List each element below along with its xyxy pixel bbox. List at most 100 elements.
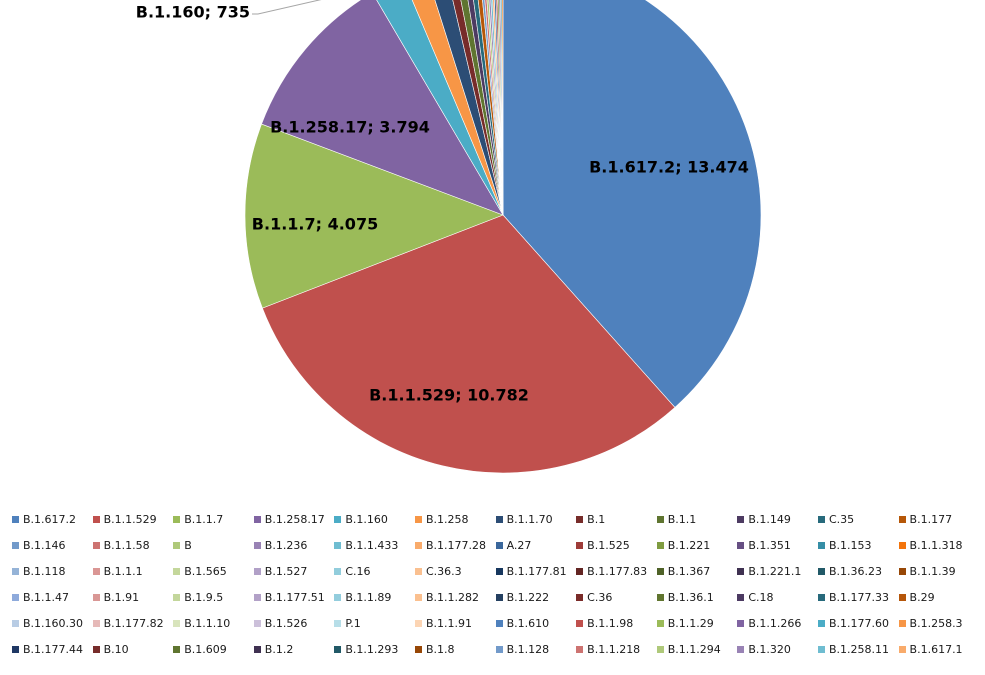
legend-label: B.1.617.2 xyxy=(23,512,77,526)
pie-slice-b-1-236 xyxy=(488,0,504,216)
legend-label: B.1.1.293 xyxy=(345,642,399,656)
legend-item: B.1.527 xyxy=(253,565,335,578)
legend-item: B.1.128 xyxy=(495,643,577,656)
legend-swatch xyxy=(334,619,342,627)
legend-item: B.1.118 xyxy=(12,565,93,578)
legend-label: B.1.2 xyxy=(264,642,294,656)
legend-swatch xyxy=(334,541,342,549)
legend-item: B.1.1.318 xyxy=(898,539,980,552)
legend-label: B.1.1.89 xyxy=(345,590,392,604)
legend-item: B.1.1.91 xyxy=(414,616,496,630)
legend-swatch xyxy=(12,567,19,575)
legend-swatch xyxy=(334,645,342,653)
legend-item: B.1.1.529 xyxy=(92,512,174,526)
pie-slice-b-1-146 xyxy=(482,0,504,216)
legend-label: B.1.153 xyxy=(828,538,872,552)
legend-swatch xyxy=(898,593,906,601)
legend-item: B.1.617.1 xyxy=(898,643,980,656)
legend-item: B.1.1.266 xyxy=(737,617,818,630)
legend-label: B.1.160.30 xyxy=(23,616,84,630)
legend-row: B.1.146 B.1.1.58 B B.1.236 B.1.1.433 B.1.177.… xyxy=(12,532,982,558)
legend-swatch xyxy=(898,619,906,627)
slice-label-b-1-1-7: B.1.1.7; 4.075 xyxy=(252,215,378,234)
legend-item: C.35 xyxy=(817,513,899,526)
legend-label: B.1.610 xyxy=(506,616,550,630)
legend-swatch xyxy=(253,567,261,575)
legend-item: B.1.565 xyxy=(173,565,254,578)
legend-swatch xyxy=(737,541,745,549)
legend-item: B.1.1.29 xyxy=(656,617,738,630)
legend-item: B.1.177.82 xyxy=(92,617,174,630)
pie-slices xyxy=(244,0,762,474)
legend-swatch xyxy=(92,567,100,575)
legend-label: B.1.258.3 xyxy=(909,616,963,630)
legend-item: B.29 xyxy=(898,591,980,604)
legend-item: B.1.221 xyxy=(656,539,738,552)
legend-item: B.1.177 xyxy=(898,513,980,526)
legend-swatch xyxy=(414,645,422,653)
legend-item: B.1.8 xyxy=(414,642,496,656)
legend-swatch xyxy=(576,645,584,653)
legend-swatch xyxy=(817,619,825,627)
pie-slice-b-1-1-529 xyxy=(262,214,676,474)
legend-item: B.1.1.218 xyxy=(576,643,657,656)
legend-item: B.1.177.83 xyxy=(576,565,657,578)
legend-item: B.1.1.433 xyxy=(334,539,415,552)
legend-swatch xyxy=(173,567,181,575)
legend-item: B.10 xyxy=(92,643,174,656)
legend-swatch xyxy=(414,567,422,575)
legend-swatch xyxy=(656,541,664,549)
legend-swatch xyxy=(898,541,906,549)
legend-label: B.1.258.17 xyxy=(264,512,325,526)
legend-swatch xyxy=(576,541,584,549)
legend-label: B.1.1.98 xyxy=(587,616,634,630)
legend-swatch xyxy=(495,541,503,549)
legend-item: B.1.149 xyxy=(737,513,818,526)
legend-label: B.1.221.1 xyxy=(748,564,802,578)
legend-label: B.1.1.91 xyxy=(425,616,472,630)
legend-swatch xyxy=(414,619,422,627)
legend-label: B.1.1.1 xyxy=(103,564,143,578)
legend-item: B.1.258 xyxy=(414,512,496,526)
legend-row: B.1.617.2 B.1.1.529 B.1.1.7 B.1.258.17 B.1.1… xyxy=(12,506,982,532)
legend-label: C.36.3 xyxy=(425,564,462,578)
legend-label: B.1.8 xyxy=(425,642,455,656)
legend-item: B.1.258.3 xyxy=(898,616,980,630)
legend-label: B.1.258 xyxy=(425,512,469,526)
legend-label: B.1.258.11 xyxy=(828,642,889,656)
legend-label: B.1.91 xyxy=(103,590,140,604)
legend-item: B.1.160 xyxy=(334,513,415,526)
legend-label: B.1.1.70 xyxy=(506,512,553,526)
legend-label: B.1.236 xyxy=(264,538,308,552)
legend-row: B.1.160.30 B.1.177.82 B.1.1.10 B.1.526 P.1 B.… xyxy=(12,610,982,636)
legend-label: B.1.565 xyxy=(184,564,227,578)
legend-swatch xyxy=(576,619,584,627)
legend-item: C.36 xyxy=(576,591,657,604)
legend-swatch xyxy=(817,567,825,575)
legend-item: B.1 xyxy=(576,513,657,526)
legend-swatch xyxy=(495,567,503,575)
legend-item: P.1 xyxy=(334,617,415,630)
legend-item: B.1.1.89 xyxy=(334,591,415,604)
legend-label: B.1.1.529 xyxy=(103,512,157,526)
legend-label: B.1.177.83 xyxy=(587,564,648,578)
legend-item: B.1.1.58 xyxy=(92,539,174,552)
legend-label: B.1.609 xyxy=(184,642,227,656)
legend: B.1.617.2 B.1.1.529 B.1.1.7 B.1.258.17 B.1.1… xyxy=(12,506,982,675)
legend-swatch xyxy=(253,645,261,653)
pie-slice-b-1-258-17 xyxy=(261,0,504,216)
legend-label: B.1.351 xyxy=(748,538,791,552)
legend-swatch xyxy=(253,515,261,523)
pie-slice-b-1-160 xyxy=(376,0,504,216)
legend-item: B.1.1.39 xyxy=(898,565,980,578)
legend-label: B.1.1.294 xyxy=(667,642,721,656)
pie-slice-b xyxy=(486,0,504,216)
legend-swatch xyxy=(92,619,100,627)
legend-label: B.1.1.218 xyxy=(587,642,641,656)
legend-swatch xyxy=(576,567,584,575)
legend-item: C.18 xyxy=(737,591,818,604)
legend-swatch xyxy=(173,593,181,601)
legend-swatch xyxy=(12,645,19,653)
legend-swatch xyxy=(817,645,825,653)
legend-item: B.1.610 xyxy=(495,616,577,630)
